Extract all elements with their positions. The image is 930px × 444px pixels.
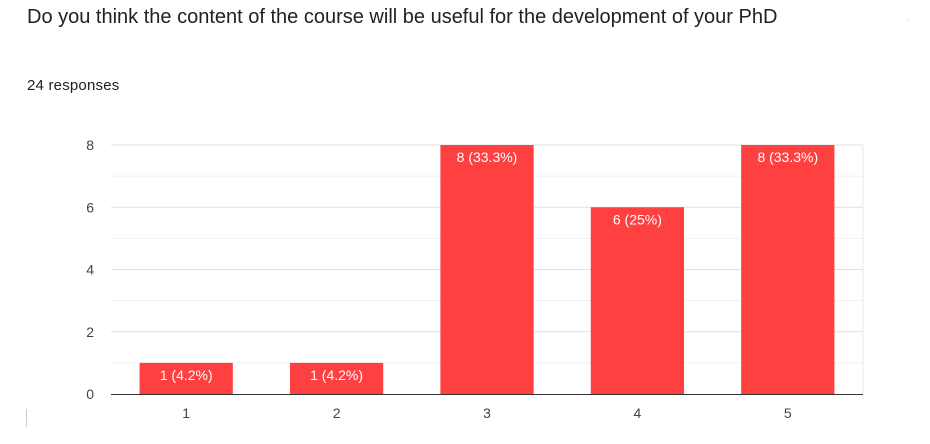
- bar-data-label: 8 (33.3%): [757, 149, 818, 165]
- menu-dot: [907, 19, 909, 20]
- x-tick-label: 3: [483, 405, 491, 421]
- bars: [139, 145, 835, 394]
- y-tick-label: 8: [86, 137, 94, 153]
- bar[interactable]: [440, 145, 534, 394]
- bar[interactable]: [139, 362, 233, 394]
- y-tick-label: 2: [86, 324, 94, 340]
- bar[interactable]: [741, 145, 835, 394]
- y-tick-label: 6: [86, 199, 94, 215]
- question-title: Do you think the content of the course w…: [27, 6, 778, 28]
- x-tick-label: 1: [182, 405, 190, 421]
- x-tick-labels: 1 2 3 4 5: [182, 405, 792, 421]
- bar[interactable]: [590, 207, 685, 394]
- x-tick-label: 5: [784, 405, 792, 421]
- scroll-edge-mark: [26, 409, 27, 427]
- x-tick-label: 4: [634, 405, 642, 421]
- bar-data-label: 1 (4.2%): [160, 367, 213, 383]
- bar-data-label: 1 (4.2%): [310, 367, 363, 383]
- y-tick-label: 4: [86, 262, 94, 278]
- bar-data-label: 6 (25%): [613, 211, 662, 227]
- x-tick-label: 2: [333, 405, 341, 421]
- bar-data-label: 8 (33.3%): [457, 149, 518, 165]
- bar[interactable]: [289, 362, 384, 394]
- y-tick-label: 0: [86, 386, 94, 402]
- bar-labels: 1 (4.2%) 1 (4.2%) 8 (33.3%) 6 (25%) 8 (33.3%…: [160, 149, 818, 383]
- response-count: 24 responses: [27, 77, 120, 94]
- y-tick-labels: 0 2 4 6 8: [86, 137, 94, 402]
